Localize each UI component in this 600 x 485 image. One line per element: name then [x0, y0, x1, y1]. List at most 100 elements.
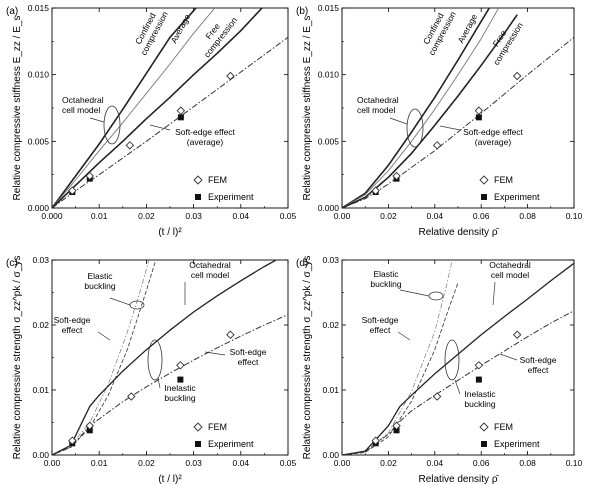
y-tick-label: 0.01: [322, 385, 339, 395]
fem-point: [125, 141, 135, 150]
annotation-elastic-buckling: Elastic buckling: [370, 269, 401, 289]
series-line-soft-edge-effect-average-: [52, 36, 288, 208]
panel-label: (d): [296, 258, 308, 269]
annotation-line: Soft-edge: [520, 355, 557, 365]
annotation-confined-compression: Confinedcompression: [130, 5, 170, 57]
annotation-leader-line: [89, 117, 105, 123]
annotation-line: Average: [456, 12, 480, 45]
y-axis-label: Relative compressive stiffness E_zz / E_…: [302, 16, 313, 201]
x-tick-label: 0.04: [233, 211, 250, 221]
x-axis-label: Relative density ρ̄: [418, 474, 499, 485]
annotation-line: cell model: [62, 105, 100, 115]
annotation-line: Octahedral: [189, 260, 231, 270]
legend-experiment-label: Experiment: [494, 192, 540, 202]
fem-point: [226, 330, 235, 339]
x-tick-label: 0.03: [185, 211, 202, 221]
x-tick-label: 0.05: [280, 458, 297, 468]
series-group: [52, 8, 288, 208]
fem-point: [85, 171, 94, 181]
annotation-soft-edge-effect: Soft-edge effect: [520, 355, 557, 375]
legend-fem-label: FEM: [208, 422, 227, 432]
y-tick-label: 0.010: [318, 70, 340, 80]
series-line-elastic-buckling-soft-edge-: [342, 282, 459, 455]
fem-point: [432, 392, 442, 401]
legend-experiment-label: Experiment: [208, 439, 254, 449]
annotation-octahedral-cell-model: Octahedral cell model: [489, 260, 531, 280]
series-line-free-compression: [52, 8, 263, 208]
chart-panel-d: 0.00 0.02 0.04 0.06 0.08 0.10 0.00 0.01 0.02 0.03…: [296, 255, 583, 485]
series-line-confined-compression: [52, 8, 197, 208]
series-line-octahedral-cell-model: [52, 260, 278, 455]
annotation-line: Elastic: [87, 271, 113, 281]
annotation-leader-line: [397, 331, 411, 341]
x-tick-label: 0.04: [427, 211, 444, 221]
x-tick-label: 0.06: [473, 211, 490, 221]
y-axis-label: Relative compressive strength σ_zz^pk / …: [12, 256, 23, 460]
y-tick-label: 0.03: [32, 255, 49, 265]
x-tick-label: 0.01: [91, 458, 108, 468]
fem-point: [176, 361, 185, 370]
x-tick-label: 0.02: [380, 211, 397, 221]
annotation-line: cell model: [191, 270, 229, 280]
annotation-line: effect: [238, 357, 259, 367]
legend-fem-label: FEM: [494, 422, 513, 432]
fem-point: [371, 436, 380, 445]
fem-point: [432, 141, 442, 150]
y-tick-label: 0.000: [28, 203, 50, 213]
fem-point: [176, 106, 186, 115]
legend-experiment-label: Experiment: [208, 192, 254, 202]
y-tick-label: 0.03: [322, 255, 339, 265]
x-tick-label: 0.04: [233, 458, 250, 468]
annotation-line: Inelastic: [164, 383, 196, 393]
y-tick-label: 0.00: [32, 450, 49, 460]
series-line-soft-edge-effect: [52, 314, 288, 455]
annotation-line: effect: [62, 325, 83, 335]
series-line-soft-edge-effect: [342, 310, 574, 455]
fem-point: [512, 71, 522, 81]
annotation-line: buckling: [84, 281, 115, 291]
annotation-soft-edge-effect-average-: Soft-edge effect (average): [175, 127, 235, 147]
fem-point: [474, 106, 484, 115]
fem-point: [392, 171, 401, 181]
x-tick-label: 0.04: [427, 458, 444, 468]
panel-label: (b): [296, 6, 308, 17]
x-tick-label: 0.00: [334, 458, 351, 468]
legend-fem-marker: [193, 422, 203, 432]
panel-label: (c): [6, 258, 18, 269]
fem-point: [371, 186, 380, 195]
y-tick-label: 0.010: [28, 70, 50, 80]
series-line-confined-compression: [342, 8, 490, 208]
x-tick-label: 0.08: [519, 211, 536, 221]
x-tick-label: 0.08: [519, 458, 536, 468]
y-tick-label: 0.02: [322, 320, 339, 330]
panel-label: (a): [6, 6, 18, 17]
annotation-free-compression: Freecompression: [482, 15, 525, 67]
legend-fem-marker: [193, 175, 203, 185]
annotation-line: Soft-edge effect: [175, 127, 235, 137]
fem-point: [512, 330, 522, 339]
annotation-inelastic-buckling: Inelastic buckling: [164, 383, 196, 403]
annotation-line: buckling: [464, 399, 495, 409]
fem-point: [85, 421, 94, 430]
annotation-ellipse: [147, 339, 163, 381]
annotation-ellipse: [103, 105, 121, 145]
annotation-leader-line: [399, 289, 430, 297]
y-tick-label: 0.000: [318, 203, 340, 213]
annotation-leader-line: [97, 331, 111, 341]
annotation-leader-line: [454, 379, 461, 395]
y-tick-label: 0.005: [28, 136, 50, 146]
annotation-line: Elastic: [373, 269, 399, 279]
annotation-line: effect: [528, 365, 549, 375]
x-tick-label: 0.00: [44, 458, 61, 468]
annotation-leaders: [397, 281, 518, 395]
annotation-line: Soft-edge: [230, 347, 267, 357]
annotation-soft-edge-effect: Soft-edge effect: [54, 315, 91, 335]
annotation-line: Soft-edge: [54, 315, 91, 325]
annotation-octahedral-cell-model: Octahedral cell model: [189, 260, 231, 280]
annotation-line: Octahedral: [357, 95, 399, 105]
annotation-leader-line: [109, 297, 131, 306]
annotation-leader-line: [204, 351, 226, 356]
x-tick-label: 0.00: [334, 211, 351, 221]
annotation-line: Soft-edge: [362, 315, 399, 325]
annotation-leaders: [89, 105, 171, 145]
